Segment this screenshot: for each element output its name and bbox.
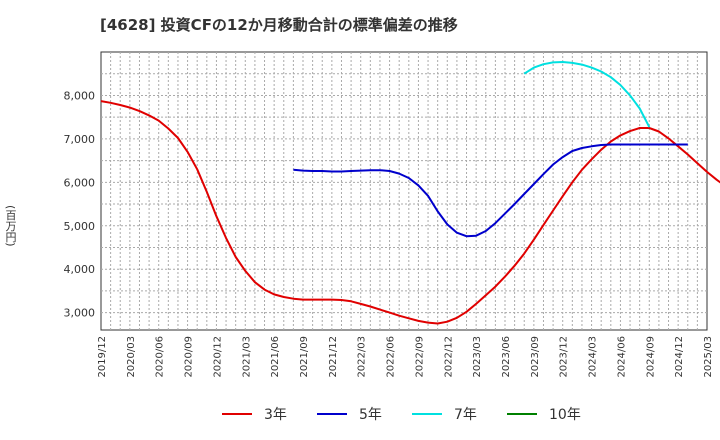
x-tick-label: 2020/03 bbox=[126, 336, 137, 378]
x-tick-label: 2020/06 bbox=[155, 336, 166, 378]
series-line bbox=[523, 61, 651, 128]
plot-area bbox=[100, 51, 708, 331]
x-tick-label: 2025/03 bbox=[703, 336, 714, 378]
x-tick-label: 2022/12 bbox=[443, 336, 454, 378]
x-tick-label: 2022/03 bbox=[357, 336, 368, 378]
y-axis-label: (百万円) bbox=[4, 205, 17, 247]
y-tick-label: 5,000 bbox=[64, 220, 96, 233]
legend-label: 7年 bbox=[454, 407, 477, 423]
legend: 3年 5年 7年 10年 bbox=[222, 407, 581, 423]
y-tick-label: 4,000 bbox=[64, 263, 96, 276]
x-tick-label: 2020/09 bbox=[184, 336, 195, 378]
legend-label: 5年 bbox=[359, 407, 382, 423]
y-tick-label: 3,000 bbox=[64, 307, 96, 320]
x-tick-label: 2021/03 bbox=[241, 336, 252, 378]
legend-label: 10年 bbox=[549, 407, 581, 423]
x-tick-label: 2021/09 bbox=[299, 336, 310, 378]
series-line bbox=[100, 100, 720, 325]
y-tick-labels: 3,000 4,000 5,000 6,000 7,000 8,000 bbox=[64, 89, 96, 319]
legend-label: 3年 bbox=[264, 407, 287, 423]
x-tick-label: 2022/06 bbox=[386, 336, 397, 378]
x-tick-label: 2024/03 bbox=[588, 336, 599, 378]
x-tick-label: 2021/12 bbox=[328, 336, 339, 378]
x-tick-labels: 2019/12 2020/03 2020/06 2020/09 2020/12 2021/… bbox=[97, 336, 714, 378]
x-tick-label: 2021/06 bbox=[270, 336, 281, 378]
x-tick-label: 2022/09 bbox=[414, 336, 425, 378]
x-tick-label: 2024/06 bbox=[616, 336, 627, 378]
x-tick-label: 2023/09 bbox=[530, 336, 541, 378]
x-tick-label: 2023/06 bbox=[501, 336, 512, 378]
x-tick-label: 2023/03 bbox=[472, 336, 483, 378]
x-tick-label: 2024/12 bbox=[674, 336, 685, 378]
x-tick-label: 2019/12 bbox=[97, 336, 108, 378]
y-tick-label: 8,000 bbox=[64, 89, 96, 102]
x-tick-label: 2024/09 bbox=[645, 336, 656, 378]
series-line bbox=[293, 143, 688, 238]
data-series bbox=[100, 61, 720, 325]
x-tick-label: 2020/12 bbox=[212, 336, 223, 378]
y-tick-label: 6,000 bbox=[64, 176, 96, 189]
y-tick-label: 7,000 bbox=[64, 133, 96, 146]
chart-title: [4628] 投資CFの12か月移動合計の標準偏差の推移 bbox=[100, 16, 458, 34]
x-tick-label: 2023/12 bbox=[559, 336, 570, 378]
